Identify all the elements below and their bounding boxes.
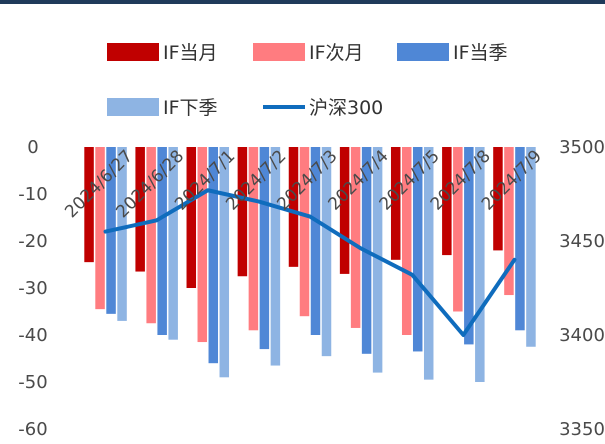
bar-if-current-quarter-1: [157, 147, 167, 335]
legend-label-if-next-month: IF次月: [309, 42, 364, 64]
line-series: [103, 188, 517, 337]
bar-if-current-month-2: [186, 147, 197, 288]
bar-if-current-month-6: [390, 147, 401, 260]
bar-if-current-quarter-3: [259, 147, 270, 350]
left-axis-tick-4: -40: [18, 325, 47, 346]
legend-label-hs300: 沪深300: [309, 97, 383, 119]
bar-if-current-month-8: [493, 147, 503, 251]
bar-if-next-month-0: [95, 147, 105, 310]
bar-if-next-month-2: [197, 147, 208, 343]
bar-if-next-month-5: [350, 147, 361, 328]
legend-label-if-current-month: IF当月: [163, 42, 218, 64]
left-axis-tick-5: -50: [18, 372, 47, 393]
bar-if-next-quarter-2: [219, 147, 230, 378]
right-axis: 3500 3450 3400 3350: [559, 137, 605, 440]
legend-label-if-current-quarter: IF当季: [453, 42, 508, 64]
bar-if-current-quarter-2: [208, 147, 219, 364]
legend-swatch-if-current-quarter: [397, 43, 449, 61]
legend: IF当月 IF次月 IF当季 IF下季 沪深300: [107, 42, 508, 119]
bar-if-next-month-7: [453, 147, 463, 312]
left-axis-tick-2: -20: [18, 231, 47, 252]
left-axis-tick-3: -30: [18, 278, 47, 299]
bar-if-current-month-4: [288, 147, 299, 267]
top-accent-bar: [0, 0, 605, 4]
bar-if-next-quarter-6: [423, 147, 434, 380]
bar-if-next-quarter-1: [168, 147, 178, 340]
bar-if-next-month-8: [504, 147, 514, 296]
legend-swatch-if-next-quarter: [107, 98, 159, 116]
bar-if-current-month-0: [84, 147, 94, 263]
bar-if-next-month-4: [299, 147, 310, 317]
bar-if-current-quarter-6: [412, 147, 423, 352]
bar-if-next-quarter-5: [372, 147, 383, 373]
left-axis-tick-6: -60: [18, 419, 47, 440]
legend-swatch-if-next-month: [253, 43, 305, 61]
bar-if-next-quarter-8: [526, 147, 536, 347]
bar-if-current-quarter-7: [464, 147, 474, 345]
bar-if-next-month-3: [248, 147, 259, 331]
bar-if-current-month-7: [442, 147, 452, 256]
bar-if-current-quarter-4: [310, 147, 321, 335]
left-axis-tick-0: 0: [27, 137, 38, 158]
bar-if-current-month-3: [237, 147, 248, 277]
right-axis-tick-2: 3400: [559, 325, 605, 346]
bar-if-next-quarter-3: [270, 147, 281, 366]
legend-swatch-if-current-month: [107, 43, 159, 61]
bar-if-current-quarter-8: [515, 147, 525, 331]
left-axis: 0 -10 -20 -30 -40 -50 -60: [18, 137, 47, 440]
bar-if-next-month-1: [146, 147, 156, 324]
right-axis-tick-0: 3500: [559, 137, 605, 158]
bar-if-current-month-5: [339, 147, 350, 274]
bar-if-current-month-1: [135, 147, 145, 272]
legend-label-if-next-quarter: IF下季: [163, 97, 218, 119]
left-axis-tick-1: -10: [18, 184, 47, 205]
bar-if-next-month-6: [401, 147, 412, 335]
bar-if-next-quarter-0: [117, 147, 127, 321]
bar-if-next-quarter-7: [475, 147, 485, 382]
bar-if-next-quarter-4: [321, 147, 332, 357]
right-axis-tick-3: 3350: [559, 419, 605, 440]
right-axis-tick-1: 3450: [559, 231, 605, 252]
